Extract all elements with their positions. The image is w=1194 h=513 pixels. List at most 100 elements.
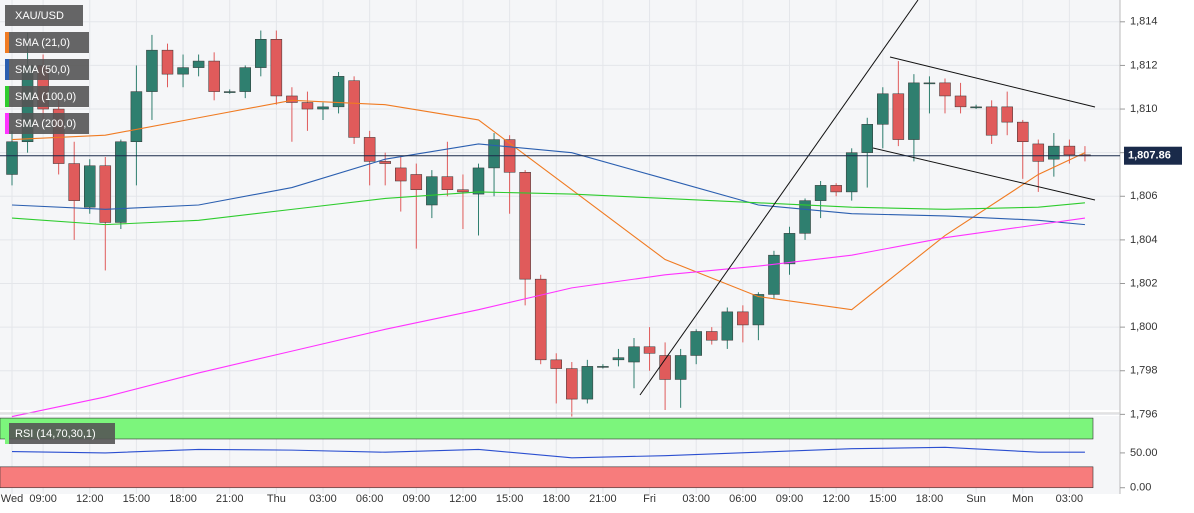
candle-body <box>985 106 998 136</box>
candle-body <box>286 95 298 103</box>
candle-body <box>441 176 454 190</box>
x-tick-label: 21:00 <box>216 493 244 505</box>
legend-box <box>5 5 83 26</box>
candle-body <box>317 106 329 110</box>
x-tick-label: 18:00 <box>169 493 197 505</box>
rsi-band <box>0 417 1094 440</box>
candle-body <box>255 39 267 68</box>
candle-body <box>923 82 936 85</box>
x-tick-label: 18:00 <box>916 493 944 505</box>
x-tick-label: 21:00 <box>589 493 617 505</box>
candle-body <box>426 176 438 206</box>
candle-body <box>239 67 251 92</box>
candle-body <box>395 167 407 182</box>
legend-swatch <box>5 86 9 107</box>
x-tick-label: 18:00 <box>542 493 570 505</box>
legend-label: SMA (200,0) <box>15 118 76 130</box>
rsi-band <box>0 466 1094 489</box>
x-tick-label: Thu <box>267 493 286 505</box>
x-tick-label: 09:00 <box>29 493 57 505</box>
candle-body <box>706 331 718 341</box>
y-tick-label: 1,812 <box>1130 59 1158 71</box>
legend-label: XAU/USD <box>15 10 64 22</box>
x-tick-label: 12:00 <box>449 493 477 505</box>
channel-upper <box>889 56 1096 108</box>
candle-body <box>146 49 158 92</box>
legend: XAU/USD SMA (21,0) SMA (50,0) SMA (100,0) SM… <box>5 5 89 134</box>
candle-body <box>845 152 858 193</box>
candle-body <box>99 165 112 223</box>
candle-body <box>1017 121 1029 143</box>
y-tick-label: 1,814 <box>1130 16 1158 28</box>
indicator-line <box>11 99 1086 311</box>
x-tick-label: 06:00 <box>729 493 757 505</box>
candle-body <box>534 278 547 361</box>
candle-body <box>939 82 951 97</box>
candle-body <box>830 185 842 193</box>
candle-body <box>597 366 609 368</box>
candle-body <box>643 346 656 354</box>
last-price-label: 1,807.86 <box>1128 150 1171 162</box>
legend-box <box>5 423 115 444</box>
candle-body <box>674 355 687 380</box>
trend-line <box>639 0 919 396</box>
y-tick-label: 1,802 <box>1130 277 1158 289</box>
candle-body <box>1032 143 1045 162</box>
last-price-box <box>1124 146 1182 165</box>
legend-swatch <box>5 113 9 134</box>
candle-body <box>6 141 18 175</box>
y-tick-label: 1,810 <box>1130 103 1158 115</box>
indicator-line <box>11 217 1086 418</box>
legend-label: SMA (100,0) <box>15 91 76 103</box>
x-tick-label: Wed <box>1 493 23 505</box>
x-tick-label: 03:00 <box>309 493 337 505</box>
x-tick-label: 09:00 <box>403 493 431 505</box>
candle-body <box>814 185 827 201</box>
candle-body <box>970 106 982 109</box>
x-tick-label: 09:00 <box>776 493 804 505</box>
candle-body <box>161 49 174 75</box>
candle-body <box>861 124 873 153</box>
candle-body <box>892 93 905 140</box>
candle-body <box>628 346 640 363</box>
indicator-line <box>11 191 1086 226</box>
candle-body <box>84 165 96 208</box>
candle-body <box>1048 145 1060 160</box>
candle-body <box>954 95 967 108</box>
y-tick-label: 1,804 <box>1130 234 1158 246</box>
candle-body <box>783 233 796 265</box>
x-tick-label: Fri <box>643 493 656 505</box>
candle-body <box>1001 106 1013 123</box>
x-tick-label: 03:00 <box>1056 493 1084 505</box>
candle-body <box>550 359 562 369</box>
candle-body <box>68 163 80 201</box>
candle-body <box>301 102 314 110</box>
candle-body <box>130 91 143 143</box>
legend-label: SMA (21,0) <box>15 37 70 49</box>
candle-body <box>223 91 236 93</box>
indicator-line <box>11 446 1085 459</box>
candle-body <box>115 141 127 223</box>
legend-swatch <box>5 423 9 444</box>
y-tick-label: 1,806 <box>1130 190 1158 202</box>
candle-body <box>581 366 594 400</box>
legend-label: SMA (50,0) <box>15 64 70 76</box>
y-tick-label: 1,796 <box>1130 408 1158 420</box>
y-tick-label: 1,800 <box>1130 321 1158 333</box>
candle-body <box>737 311 749 326</box>
legend-label: RSI (14,70,30,1) <box>15 428 96 440</box>
candle-body <box>52 108 65 164</box>
x-tick-label: Mon <box>1012 493 1033 505</box>
x-tick-label: 06:00 <box>356 493 384 505</box>
candle-body <box>177 67 189 75</box>
x-tick-label: 15:00 <box>123 493 151 505</box>
legend-box <box>5 86 89 107</box>
candle-body <box>768 254 780 295</box>
legend-box <box>5 113 89 134</box>
candle-body <box>208 60 220 92</box>
legend-box <box>5 59 89 80</box>
indicator-line <box>11 143 1086 226</box>
candle-body <box>363 137 376 162</box>
x-tick-label: Sun <box>966 493 986 505</box>
candle-body <box>752 294 765 326</box>
